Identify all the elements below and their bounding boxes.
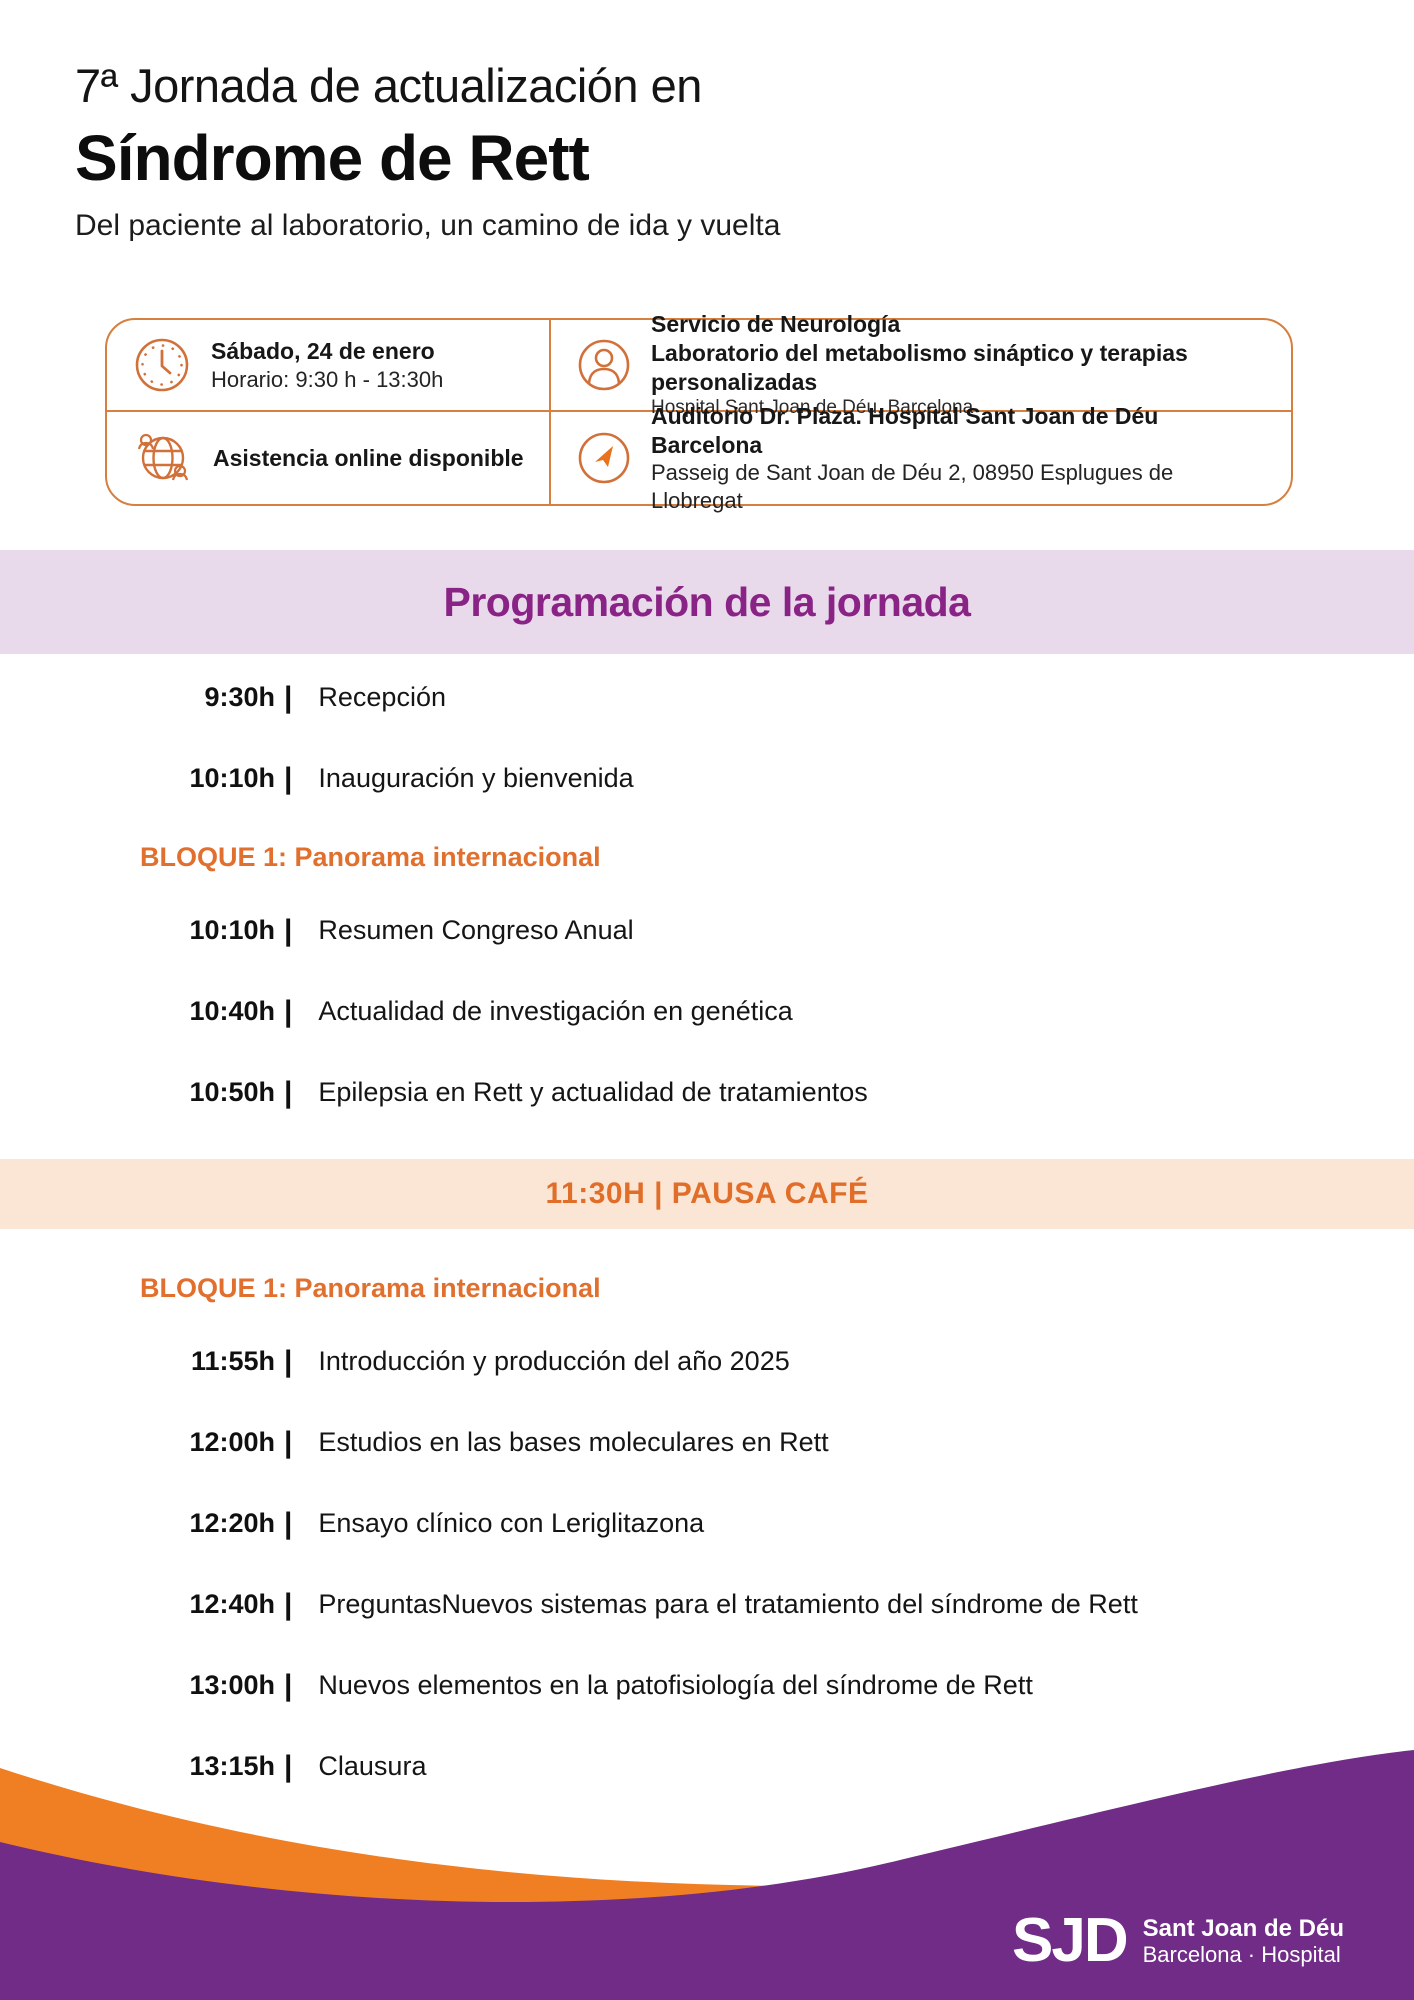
program-session-row: 12:20h | Ensayo clínico con Leriglitazon… [0, 1506, 1414, 1550]
session-title: Recepción [318, 682, 446, 712]
session-time: 12:00h [189, 1427, 275, 1457]
program-session-row: 12:40h | PreguntasNuevos sistemas para e… [0, 1587, 1414, 1631]
session-time: 10:10h [189, 763, 275, 793]
session-time: 10:50h [189, 1077, 275, 1107]
time-separator: | [284, 1345, 293, 1378]
program-section-title: Programación de la jornada [443, 578, 972, 625]
session-title: Ensayo clínico con Leriglitazona [318, 1508, 705, 1538]
service-line2: Laboratorio del metabolismo sináptico y … [651, 339, 1188, 395]
block-title: BLOQUE 1: Panorama internacional [140, 842, 601, 872]
session-time: 9:30h [204, 682, 275, 712]
program-session-row: 10:10h | Resumen Congreso Anual [0, 913, 1414, 957]
session-title: Introducción y producción del año 2025 [318, 1346, 790, 1376]
program-session-row: 10:50h | Epilepsia en Rett y actualidad … [0, 1075, 1414, 1119]
time-separator: | [284, 1426, 293, 1459]
event-date: Sábado, 24 de enero [211, 337, 435, 364]
venue-line1: Auditorio Dr. Plaza. Hospital Sant Joan … [651, 402, 1159, 458]
session-title: Nuevos elementos en la patofisiología de… [318, 1670, 1033, 1700]
person-icon [577, 338, 631, 392]
session-title: PreguntasNuevos sistemas para el tratami… [318, 1589, 1138, 1619]
session-title: Resumen Congreso Anual [318, 915, 634, 945]
online-cell: Asistencia online disponible [107, 412, 551, 504]
session-time: 13:15h [189, 1751, 275, 1781]
logo-line1: Sant Joan de Déu [1142, 1914, 1344, 1942]
session-title: Epilepsia en Rett y actualidad de tratam… [318, 1077, 868, 1107]
session-time: 13:00h [189, 1670, 275, 1700]
coffee-break-title: 11:30H | PAUSA CAFÉ [545, 1177, 869, 1210]
time-separator: | [284, 1076, 293, 1109]
venue-cell: Auditorio Dr. Plaza. Hospital Sant Joan … [551, 403, 1291, 513]
program-section-band: Programación de la jornada [0, 550, 1414, 654]
service-line3: Hospital Sant Joan de Déu, Barcelona [651, 397, 974, 419]
session-time: 10:10h [189, 915, 275, 945]
location-arrow-icon [577, 431, 631, 485]
page-subtitle: Del paciente al laboratorio, un camino d… [75, 209, 781, 242]
time-separator: | [284, 762, 293, 795]
online-label: Asistencia online disponible [213, 444, 524, 471]
page-title-kicker: 7ª Jornada de actualización en [75, 59, 702, 112]
program-session-row: 9:30h | Recepción [0, 680, 1414, 724]
program-list: 9:30h | Recepción 10:10h | Inauguración … [0, 654, 1414, 1793]
page-title: Síndrome de Rett [75, 122, 590, 194]
service-line1: Servicio de Neurología [651, 311, 901, 337]
program-session-row: 10:40h | Actualidad de investigación en … [0, 994, 1414, 1038]
date-cell: Sábado, 24 de enero Horario: 9:30 h - 13… [107, 320, 551, 412]
masthead: 7ª Jornada de actualización en Síndrome … [0, 0, 1414, 243]
program-session-row: 10:10h | Inauguración y bienvenida [0, 761, 1414, 805]
event-info-box: Sábado, 24 de enero Horario: 9:30 h - 13… [105, 311, 1293, 513]
session-title: Actualidad de investigación en genética [318, 996, 793, 1026]
session-time: 12:20h [189, 1508, 275, 1538]
time-separator: | [284, 681, 293, 714]
sjd-logo-mark: SJD [1012, 1906, 1129, 1975]
block-title: BLOQUE 1: Panorama internacional [140, 1273, 601, 1303]
clock-icon [133, 336, 191, 394]
program-session-row: 11:55h | Introducción y producción del a… [0, 1344, 1414, 1388]
footer-wave-graphic [0, 1750, 1414, 2000]
session-title: Estudios en las bases moleculares en Ret… [318, 1427, 829, 1457]
program-block-row: BLOQUE 1: Panorama internacional [0, 842, 1414, 873]
globe-icon [133, 428, 193, 488]
session-time: 11:55h [190, 1346, 275, 1376]
session-time: 10:40h [189, 996, 275, 1026]
session-time: 12:40h [189, 1589, 275, 1619]
logo-line2: Barcelona · Hospital [1142, 1942, 1341, 1968]
time-separator: | [284, 1588, 293, 1621]
purple-wave [0, 1750, 1414, 2000]
time-separator: | [284, 1750, 293, 1783]
time-separator: | [284, 1669, 293, 1702]
program-session-row: 12:00h | Estudios en las bases molecular… [0, 1425, 1414, 1469]
coffee-break-band: 11:30H | PAUSA CAFÉ [0, 1159, 1414, 1229]
service-cell: Servicio de Neurología Laboratorio del m… [551, 311, 1291, 418]
time-separator: | [284, 1507, 293, 1540]
session-title: Inauguración y bienvenida [318, 763, 634, 793]
time-separator: | [284, 914, 293, 947]
program-session-row: 13:00h | Nuevos elementos en la patofisi… [0, 1668, 1414, 1712]
program-block-row: BLOQUE 1: Panorama internacional [0, 1273, 1414, 1304]
time-separator: | [284, 995, 293, 1028]
session-title: Clausura [318, 1751, 427, 1781]
program-session-row: 13:15h | Clausura [0, 1749, 1414, 1793]
program-section: 9:30h | Recepción 10:10h | Inauguración … [0, 654, 1414, 1830]
venue-line2: Passeig de Sant Joan de Déu 2, 08950 Esp… [651, 460, 1174, 513]
event-hours: Horario: 9:30 h - 13:30h [211, 366, 444, 392]
hospital-logo: SJD Sant Joan de Déu Barcelona · Hospita… [1012, 1910, 1344, 1972]
